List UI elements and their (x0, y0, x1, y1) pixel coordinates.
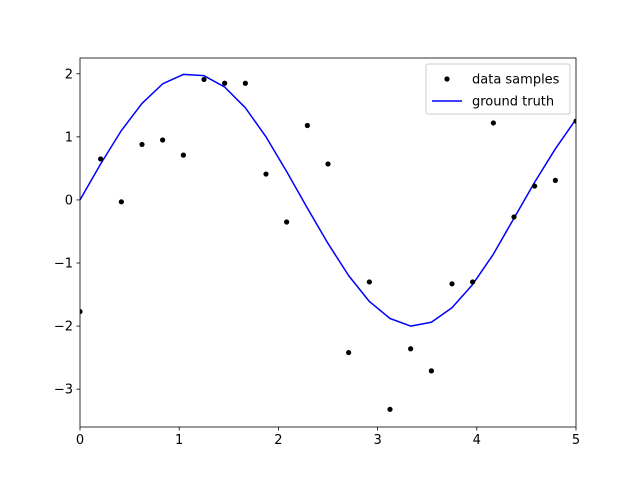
legend-label-data-samples: data samples (472, 73, 560, 88)
y-tick-label: 2 (65, 67, 73, 82)
data-point (511, 214, 517, 220)
data-point (118, 199, 124, 205)
data-point (428, 368, 434, 374)
data-point (222, 80, 228, 86)
x-tick-label: 0 (76, 433, 84, 448)
x-tick-label: 5 (572, 433, 580, 448)
chart-marks (80, 73, 576, 412)
y-tick-label: 1 (65, 130, 73, 145)
legend-label-ground-truth: ground truth (472, 95, 554, 110)
data-point (366, 279, 372, 285)
y-tick-label: −3 (54, 383, 73, 398)
axes: 0 1 2 3 4 5 −3 −2 −1 0 1 2 (54, 57, 580, 448)
data-point (263, 171, 269, 177)
data-point (139, 141, 145, 148)
x-tick-label: 1 (175, 433, 183, 448)
data-point (552, 177, 558, 183)
x-tick-label: 2 (274, 433, 282, 448)
data-point (201, 76, 207, 83)
legend-marker-data-samples (444, 76, 450, 82)
data-point (304, 122, 310, 129)
data-point (80, 308, 83, 315)
data-point (160, 137, 166, 143)
data-point (573, 118, 576, 124)
data-point (98, 156, 104, 162)
data-point (180, 152, 186, 158)
x-tick-label: 4 (473, 433, 481, 448)
legend: data samples ground truth (425, 63, 571, 115)
data-point (490, 120, 496, 126)
y-tick-label: 0 (65, 193, 73, 208)
data-point (325, 161, 331, 167)
data-point (532, 183, 538, 189)
data-point (387, 406, 393, 412)
data-point (470, 279, 476, 285)
series-line-ground-truth (80, 73, 576, 327)
y-tick-label: −2 (54, 320, 73, 335)
x-tick-label: 3 (373, 433, 381, 448)
y-tick-label: −1 (54, 257, 73, 272)
data-point (242, 80, 248, 86)
axes-frame (79, 57, 577, 428)
data-point (346, 349, 352, 356)
data-point (408, 346, 414, 352)
data-point (284, 219, 290, 225)
data-point (449, 281, 455, 287)
clipped-marks (80, 73, 576, 412)
